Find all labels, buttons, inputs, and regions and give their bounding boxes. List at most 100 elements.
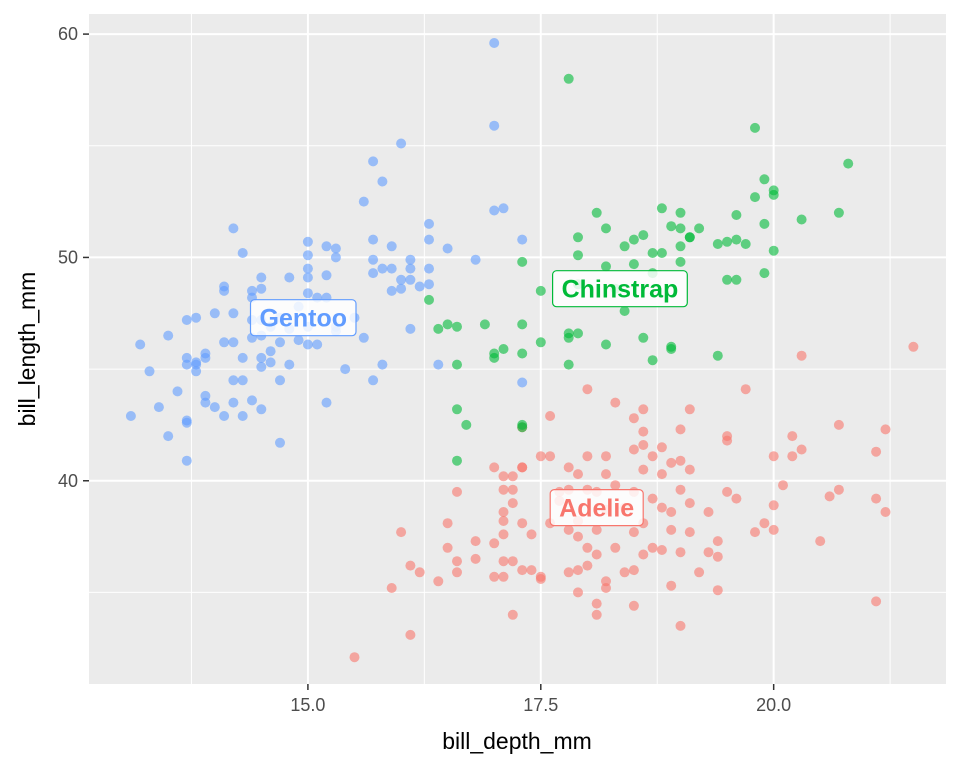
- point-adelie: [601, 469, 611, 480]
- point-adelie: [638, 440, 649, 450]
- point-adelie: [666, 457, 677, 468]
- point-adelie: [712, 551, 723, 562]
- point-adelie: [740, 384, 751, 395]
- point-chinstrap: [517, 419, 528, 430]
- point-chinstrap: [740, 239, 751, 249]
- point-gentoo: [228, 308, 239, 319]
- point-gentoo: [275, 337, 285, 348]
- point-adelie: [656, 545, 667, 555]
- point-adelie: [573, 469, 583, 480]
- point-gentoo: [163, 330, 174, 341]
- species-labels: Adelie Chinstrap Gentoo: [249, 270, 688, 527]
- point-chinstrap: [759, 218, 770, 229]
- point-chinstrap: [628, 259, 639, 270]
- x-tick-label: 15.0: [290, 695, 325, 715]
- point-gentoo: [489, 120, 500, 131]
- label-chinstrap: Chinstrap: [551, 270, 688, 308]
- point-adelie: [405, 560, 416, 571]
- point-adelie: [871, 596, 882, 607]
- point-adelie: [601, 451, 611, 462]
- point-adelie: [498, 516, 509, 526]
- label-box-adelie: [549, 489, 644, 527]
- point-chinstrap: [619, 306, 630, 316]
- point-gentoo: [275, 375, 285, 386]
- point-adelie: [787, 431, 798, 442]
- point-gentoo: [191, 312, 202, 323]
- point-gentoo: [517, 234, 528, 245]
- point-gentoo: [396, 274, 407, 285]
- point-adelie: [628, 600, 639, 611]
- point-adelie: [573, 531, 583, 542]
- point-gentoo: [442, 243, 453, 254]
- y-axis-title: bill_length_mm: [14, 272, 40, 427]
- point-gentoo: [247, 395, 257, 406]
- point-adelie: [768, 451, 779, 462]
- point-chinstrap: [498, 344, 509, 354]
- point-adelie: [507, 471, 518, 482]
- point-gentoo: [424, 279, 434, 290]
- point-adelie: [452, 556, 462, 567]
- point-adelie: [507, 609, 518, 620]
- point-gentoo: [172, 386, 183, 397]
- point-gentoo: [377, 263, 388, 274]
- point-adelie: [675, 620, 686, 631]
- point-gentoo: [340, 364, 351, 375]
- point-chinstrap: [573, 328, 583, 339]
- point-adelie: [666, 524, 677, 535]
- point-adelie: [452, 486, 462, 497]
- point-adelie: [647, 542, 658, 553]
- point-adelie: [703, 547, 714, 558]
- point-adelie: [768, 524, 779, 535]
- point-gentoo: [228, 223, 239, 234]
- point-gentoo: [386, 263, 397, 274]
- point-gentoo: [284, 359, 295, 370]
- point-gentoo: [414, 281, 425, 292]
- point-chinstrap: [647, 355, 658, 366]
- point-chinstrap: [731, 210, 742, 220]
- plot-panel: [89, 14, 946, 684]
- point-gentoo: [219, 411, 230, 421]
- point-adelie: [470, 536, 481, 547]
- point-gentoo: [200, 397, 211, 408]
- point-gentoo: [209, 402, 220, 413]
- point-gentoo: [424, 234, 434, 245]
- point-adelie: [591, 549, 602, 560]
- point-gentoo: [321, 397, 332, 408]
- point-adelie: [489, 538, 500, 549]
- point-adelie: [638, 404, 649, 415]
- point-chinstrap: [591, 207, 602, 218]
- point-adelie: [405, 629, 416, 640]
- point-adelie: [628, 444, 639, 455]
- point-adelie: [498, 484, 509, 495]
- point-adelie: [498, 507, 509, 517]
- point-gentoo: [517, 377, 528, 388]
- point-adelie: [656, 442, 667, 453]
- point-adelie: [666, 580, 677, 591]
- point-chinstrap: [479, 319, 490, 330]
- point-chinstrap: [675, 207, 686, 218]
- point-gentoo: [377, 359, 388, 370]
- point-chinstrap: [442, 319, 453, 330]
- point-chinstrap: [768, 185, 779, 196]
- point-adelie: [507, 498, 518, 509]
- point-adelie: [498, 529, 509, 540]
- point-gentoo: [265, 357, 276, 368]
- point-gentoo: [209, 308, 220, 319]
- point-gentoo: [181, 455, 192, 466]
- point-gentoo: [256, 352, 267, 363]
- point-adelie: [563, 567, 574, 578]
- point-adelie: [526, 565, 537, 576]
- point-gentoo: [368, 156, 379, 167]
- point-chinstrap: [656, 248, 667, 258]
- point-gentoo: [330, 243, 341, 254]
- point-adelie: [638, 426, 649, 437]
- point-adelie: [731, 493, 742, 504]
- point-gentoo: [302, 236, 313, 247]
- point-chinstrap: [563, 328, 574, 339]
- point-gentoo: [237, 411, 248, 421]
- point-adelie: [750, 527, 760, 538]
- point-adelie: [815, 536, 826, 547]
- x-tick-label: 20.0: [756, 695, 791, 715]
- point-adelie: [507, 484, 518, 495]
- point-chinstrap: [833, 207, 844, 218]
